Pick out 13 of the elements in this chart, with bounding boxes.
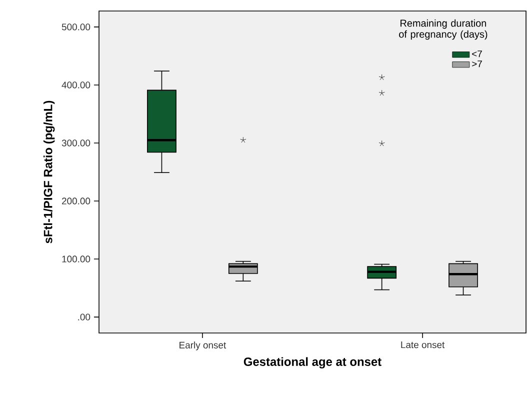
- y-tick-label: .00: [78, 314, 90, 320]
- legend-label: <7: [472, 50, 482, 58]
- legend-title: Remaining duration of pregnancy (days): [399, 19, 488, 40]
- y-tick-label: 500.00: [62, 24, 90, 30]
- y-tick-label: 100.00: [62, 256, 90, 262]
- y-tick-label: 200.00: [62, 198, 90, 204]
- y-tick-label: 400.00: [62, 82, 90, 88]
- x-tick-label: Late onset: [401, 342, 445, 348]
- y-tick-label: 300.00: [62, 140, 90, 146]
- legend-label: >7: [472, 60, 482, 68]
- x-tick-label: Early onset: [180, 342, 226, 350]
- y-axis-title: sFtl-1/PIGF Ratio (pg/mL): [44, 100, 55, 244]
- x-axis-title: Gestational age at onset: [244, 357, 382, 368]
